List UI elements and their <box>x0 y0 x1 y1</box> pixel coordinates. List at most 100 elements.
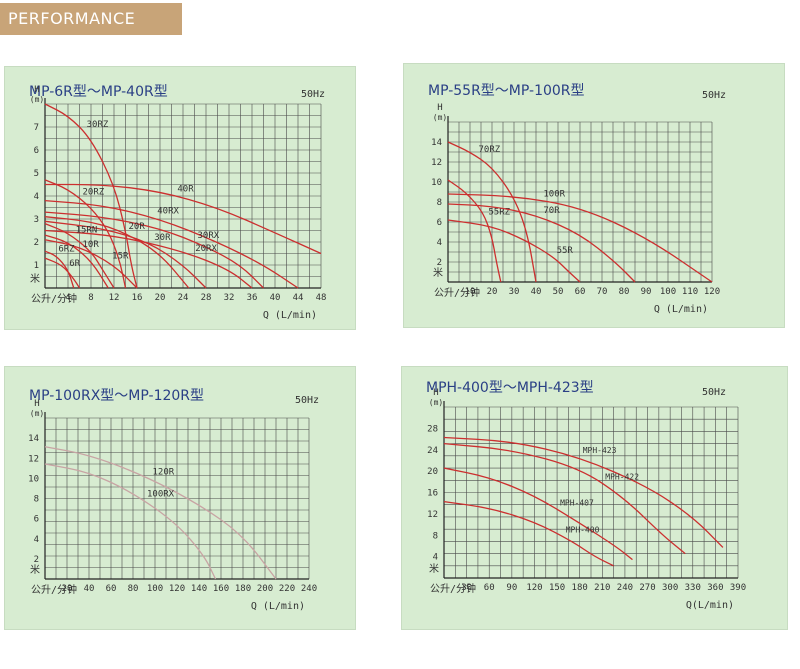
x-tick-label: 270 <box>639 583 655 593</box>
series-label: 15R <box>112 251 129 261</box>
series-line <box>443 436 724 548</box>
x-tick-label: 180 <box>572 583 588 593</box>
x-axis-label: Q (L/min) <box>251 601 305 612</box>
y-tick-label: 4 <box>433 553 438 563</box>
x-tick-label: 30 <box>461 583 472 593</box>
x-tick-label: 390 <box>730 583 746 593</box>
x-tick-label: 44 <box>293 293 304 303</box>
series-label: 30RZ <box>87 120 109 130</box>
series-label: 30RX <box>198 231 220 241</box>
x-tick-label: 70 <box>597 287 608 297</box>
y-tick-label: 16 <box>427 489 438 499</box>
series-label: 40R <box>177 184 194 194</box>
x-tick-label: 60 <box>106 584 117 594</box>
series-line <box>447 179 502 283</box>
y-tick-label: 20 <box>427 467 438 477</box>
x-axis-label-cn: 公升/分钟 <box>31 583 77 596</box>
x-tick-label: 50 <box>553 287 564 297</box>
chart-title: MP-6R型～MP-40R型 <box>29 84 168 100</box>
y-tick-label: 24 <box>427 446 438 456</box>
x-axis-label: Q (L/min) <box>263 310 317 321</box>
x-tick-label: 80 <box>128 584 139 594</box>
x-tick-label: 40 <box>270 293 281 303</box>
chart-title: MPH-400型～MPH-423型 <box>426 380 594 396</box>
series-label: 70RZ <box>479 145 501 155</box>
grid <box>447 121 713 283</box>
x-axis-label: Q (L/min) <box>654 304 708 315</box>
y-tick-label: 6 <box>34 515 39 525</box>
x-tick-label: 210 <box>594 583 610 593</box>
series-label: 10R <box>83 240 100 250</box>
x-tick-label: 240 <box>301 584 317 594</box>
x-tick-label: 120 <box>169 584 185 594</box>
x-axis-label: Q(L/min) <box>686 600 734 611</box>
series-line <box>447 193 713 283</box>
series-line <box>44 103 138 289</box>
series-line <box>44 446 277 580</box>
x-axis-label-cn: 公升/分钟 <box>434 286 480 299</box>
x-tick-label: 60 <box>575 287 586 297</box>
y-tick-label: 8 <box>433 531 438 541</box>
x-tick-label: 24 <box>178 293 189 303</box>
series-line <box>443 501 614 567</box>
frequency-label: 50Hz <box>295 395 320 406</box>
chart-svg: 30 60 90 120 150 180 210 240 270 300 330 360 390 4 8 12… <box>427 388 746 611</box>
series-label: 6RZ <box>58 244 75 254</box>
series-line <box>447 141 537 283</box>
series-line <box>45 183 322 255</box>
y-tick-label: 1 <box>34 261 39 271</box>
y-axis-unit: (m) <box>433 113 447 122</box>
y-tick-label: 2 <box>34 555 39 565</box>
y-tick-label: 2 <box>437 258 442 268</box>
y-tick-label: 3 <box>34 215 39 225</box>
x-tick-label: 32 <box>224 293 235 303</box>
series-line <box>44 216 190 289</box>
series-line <box>443 442 686 555</box>
series-line <box>44 211 264 289</box>
chart-panel-1: MP-6R型～MP-40R型 50Hz 4 8 12 16 20 24 28 32 36 40 44… <box>4 66 356 330</box>
section-banner: PERFORMANCE CURVE <box>0 3 182 60</box>
series-label: 100RX <box>147 490 175 500</box>
y-tick-label: 4 <box>34 192 39 202</box>
x-tick-label: 40 <box>84 584 95 594</box>
series-line <box>443 467 633 561</box>
x-tick-label: 100 <box>147 584 163 594</box>
y-axis-label-cn: 米 <box>433 266 443 279</box>
x-tick-label: 80 <box>619 287 630 297</box>
x-tick-label: 180 <box>235 584 251 594</box>
y-tick-label: 12 <box>28 454 39 464</box>
series-label: MPH-407 <box>560 498 594 507</box>
series-line <box>44 220 207 289</box>
series-line <box>44 250 75 289</box>
series-label: MPH-400 <box>566 525 600 534</box>
x-tick-label: 10 <box>465 287 476 297</box>
chart-svg: 10 20 30 40 50 60 70 80 90 100 110 120 2 4 6 8 10 12 14 H(m… <box>431 103 720 315</box>
y-tick-label: 7 <box>34 123 39 133</box>
y-tick-label: 6 <box>437 218 442 228</box>
x-tick-label: 150 <box>549 583 565 593</box>
x-tick-label: 28 <box>201 293 212 303</box>
series-label: 55RZ <box>488 207 510 217</box>
y-tick-label: 14 <box>431 138 442 148</box>
x-tick-label: 240 <box>617 583 633 593</box>
x-tick-label: 8 <box>88 293 93 303</box>
series-line <box>447 219 581 283</box>
series-label: 20RZ <box>83 187 105 197</box>
x-tick-label: 90 <box>641 287 652 297</box>
chart-panel-4: MPH-400型～MPH-423型 50Hz 30 60 90 120 150 180 21… <box>401 366 788 630</box>
x-tick-label: 220 <box>279 584 295 594</box>
x-tick-label: 40 <box>531 287 542 297</box>
y-tick-label: 8 <box>437 198 442 208</box>
series-line <box>44 257 81 289</box>
chart-panel-3: MP-100RX型～MP-120R型 50Hz 20 40 60 80 100 120 14… <box>4 366 356 630</box>
y-tick-label: 4 <box>34 535 39 545</box>
series-line <box>44 463 217 580</box>
series-label: 100R <box>543 189 565 199</box>
series-line <box>44 239 138 289</box>
x-tick-label: 140 <box>191 584 207 594</box>
y-axis-unit: (m) <box>429 398 443 407</box>
x-tick-label: 120 <box>526 583 542 593</box>
x-tick-label: 4 <box>65 293 70 303</box>
y-tick-label: 2 <box>34 238 39 248</box>
y-tick-label: 28 <box>427 424 438 434</box>
